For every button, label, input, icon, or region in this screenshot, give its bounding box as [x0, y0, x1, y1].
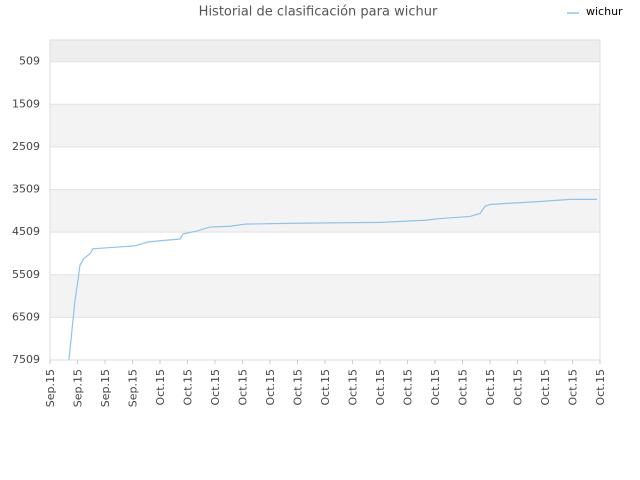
- x-tick-label: Oct.15: [457, 369, 470, 406]
- grid-band: [50, 317, 600, 360]
- x-tick-label: Oct.15: [182, 369, 195, 406]
- x-tick-label: Oct.15: [429, 369, 442, 406]
- x-tick-label: Oct.15: [237, 369, 250, 406]
- y-tick-label: 509: [19, 55, 40, 68]
- x-tick-label: Sep.15: [44, 369, 57, 407]
- x-tick-label: Oct.15: [154, 369, 167, 406]
- x-tick-label: Oct.15: [347, 369, 360, 406]
- grid-band: [50, 40, 600, 62]
- x-tick-label: Oct.15: [319, 369, 332, 406]
- x-tick-label: Oct.15: [402, 369, 415, 406]
- y-tick-label: 2509: [12, 140, 40, 153]
- grid-band: [50, 104, 600, 147]
- x-tick-label: Oct.15: [292, 369, 305, 406]
- x-tick-label: Sep.15: [127, 369, 140, 407]
- y-tick-label: 5509: [12, 268, 40, 281]
- x-tick-label: Oct.15: [539, 369, 552, 406]
- chart-title: Historial de clasificación para wichur: [199, 5, 438, 20]
- y-tick-label: 7509: [12, 353, 40, 366]
- y-tick-label: 3509: [12, 183, 40, 196]
- grid-band: [50, 189, 600, 233]
- x-tick-label: Oct.15: [264, 369, 277, 406]
- y-tick-label: 6509: [12, 310, 40, 323]
- y-tick-label: 4509: [12, 225, 40, 238]
- grid-band: [50, 61, 600, 105]
- x-tick-label: Sep.15: [99, 369, 112, 407]
- x-tick-label: Sep.15: [72, 369, 85, 407]
- x-tick-label: Oct.15: [594, 369, 607, 406]
- x-tick-label: Oct.15: [484, 369, 497, 406]
- grid-band: [50, 146, 600, 190]
- x-tick-label: Oct.15: [567, 369, 580, 406]
- line-series: [68, 198, 597, 361]
- grid-band: [50, 232, 600, 275]
- legend-label: wichur: [586, 5, 623, 18]
- x-tick-label: Oct.15: [209, 369, 222, 406]
- x-tick-label: Oct.15: [374, 369, 387, 406]
- x-tick-label: Oct.15: [512, 369, 525, 406]
- y-tick-label: 1509: [12, 97, 40, 110]
- grid-band: [50, 274, 600, 318]
